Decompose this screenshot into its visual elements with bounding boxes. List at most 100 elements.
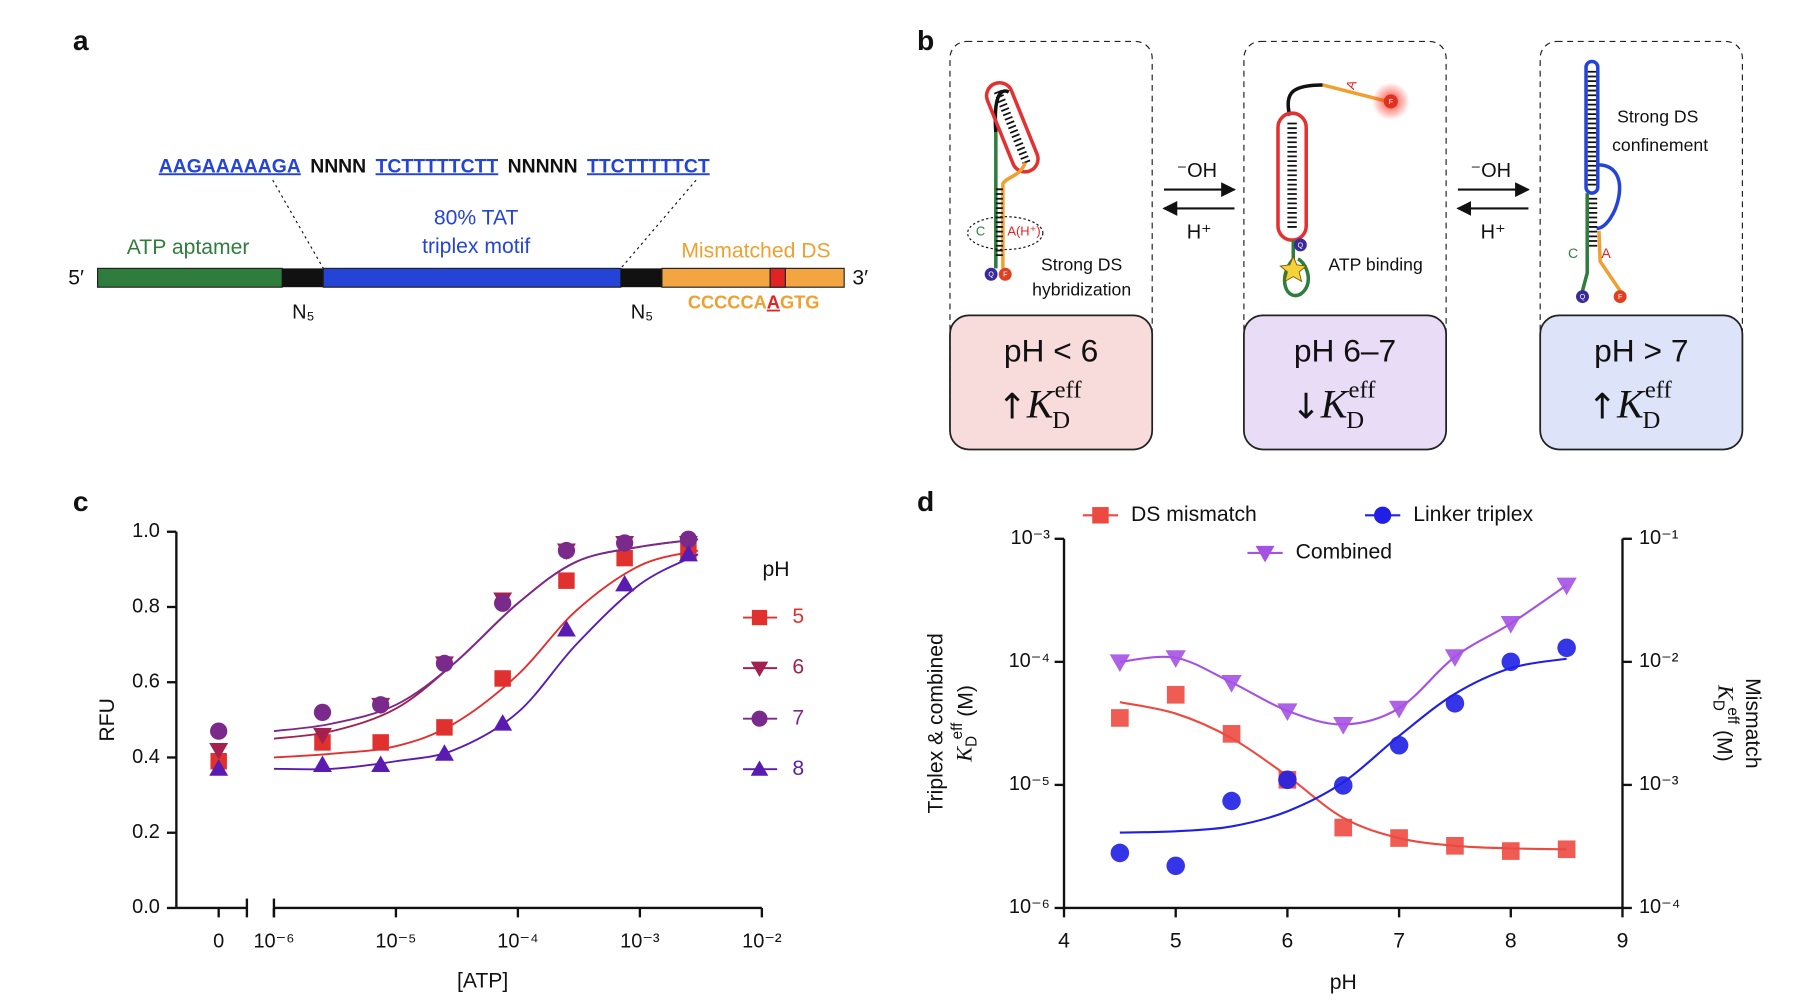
data-point — [1110, 843, 1130, 863]
x-axis-label: pH — [1330, 971, 1357, 994]
data-point — [1500, 615, 1521, 634]
base-label: C — [1568, 245, 1578, 261]
y-tick-label: 0.2 — [132, 821, 160, 843]
data-point — [313, 755, 332, 773]
data-point — [436, 719, 453, 736]
y-axis-label: RFU — [96, 698, 119, 741]
y-axis-label: Triplex & combined — [925, 633, 948, 813]
kd-arrow: ↓ — [1291, 386, 1321, 427]
kd-label: ↑K — [1587, 381, 1646, 427]
sequence-segment: AAGAAAAAGA — [159, 155, 301, 177]
data-point — [556, 620, 576, 637]
kd-label: ↓K — [1291, 381, 1350, 427]
y2-tick-label: 10⁻² — [1639, 650, 1679, 672]
data-point — [494, 670, 511, 687]
data-point — [1222, 725, 1241, 743]
three-prime: 3′ — [852, 267, 868, 290]
data-point — [678, 544, 698, 562]
base-label: C — [976, 223, 985, 238]
legend-title: pH — [762, 558, 789, 581]
data-point — [434, 744, 454, 761]
quencher — [1293, 238, 1307, 252]
data-point — [1333, 716, 1354, 735]
data-point — [210, 722, 228, 740]
fit-curve — [1119, 701, 1567, 851]
transition-label: ⁻OH — [1471, 160, 1512, 182]
y2-tick-label: 10⁻¹ — [1639, 527, 1679, 549]
kd-label: ↑K — [997, 381, 1056, 427]
data-point — [209, 759, 229, 776]
sequence: AAGAAAAAGA NNNN TCTTTTTCTT NNNNN TTCTTTTTCT — [159, 155, 710, 177]
fluorophore-label: F — [1003, 272, 1008, 279]
linker-segment — [620, 268, 662, 288]
x-tick-label: 9 — [1617, 930, 1629, 953]
aptamer-label: ATP aptamer — [127, 236, 250, 259]
kd-arrow: ↑ — [997, 386, 1027, 427]
kd-sup: eff — [1055, 376, 1083, 403]
transition-label: H⁺ — [1187, 221, 1212, 243]
data-point — [1277, 703, 1298, 721]
y-tick-label: 1.0 — [132, 520, 160, 542]
sequence-segment: TTCTTTTTCT — [587, 155, 710, 177]
data-point — [1111, 709, 1129, 727]
state-note: ATP binding — [1328, 255, 1422, 275]
kd-sub: D — [1642, 407, 1660, 434]
legend-marker — [1255, 545, 1275, 563]
data-point — [615, 534, 634, 552]
data-point — [1557, 840, 1576, 859]
construct-drawing: Q F C A Strong DS confinement — [1568, 59, 1708, 304]
x-tick-label: 10⁻⁶ — [253, 930, 294, 952]
data-point — [435, 654, 454, 673]
mismatch-segment — [661, 267, 845, 288]
mismatch-circle — [967, 216, 1044, 251]
sequence-segment: A — [767, 292, 780, 312]
y-tick-label: 0.6 — [132, 671, 160, 693]
fit-curve — [1119, 584, 1568, 726]
x-axis-label: [ATP] — [457, 970, 508, 993]
data-point — [1221, 674, 1242, 693]
y-tick-label: 10⁻⁵ — [1009, 773, 1050, 795]
x-tick-label: 5 — [1170, 930, 1182, 953]
data-point — [1333, 776, 1353, 795]
state-ph: pH > 7 — [1594, 332, 1688, 368]
data-point — [1166, 856, 1185, 876]
x-tick-label: 0 — [213, 930, 224, 952]
legend-label: Linker triplex — [1413, 503, 1533, 526]
kd-sub: D — [1052, 407, 1070, 434]
fluorophore — [1383, 94, 1398, 109]
legend-marker — [750, 661, 769, 677]
triplex-label: 80% TAT — [434, 207, 519, 230]
triplex-label: triplex motif — [422, 235, 530, 258]
zoom-line — [272, 179, 324, 269]
y2-tick-label: 10⁻⁴ — [1639, 896, 1680, 918]
linker-strand — [1286, 83, 1323, 116]
data-point — [616, 549, 633, 567]
data-point — [1557, 638, 1576, 658]
panel-label: b — [917, 24, 934, 56]
fluorophore — [1613, 290, 1627, 304]
data-point — [372, 734, 389, 751]
linker-strand — [1596, 163, 1622, 231]
base-pairs — [993, 89, 1031, 165]
state-box — [949, 314, 1154, 451]
sequence-segment: CCCCCA — [688, 292, 767, 312]
kd-symbol: K — [1616, 381, 1646, 426]
ds-strand — [1001, 161, 1027, 269]
sequence-segment: NNNNN — [508, 155, 578, 177]
state-ph: pH < 6 — [1004, 332, 1098, 368]
kd-symbol: K — [1713, 684, 1738, 701]
y2-axis-label: Mismatch — [1741, 678, 1764, 769]
data-point — [1445, 694, 1465, 713]
quencher — [1576, 290, 1589, 304]
x-tick-label: 6 — [1282, 930, 1294, 953]
data-point — [1444, 649, 1466, 667]
kd-unit: (M) — [954, 685, 977, 723]
quencher-label: Q — [988, 272, 994, 279]
data-point — [371, 755, 391, 773]
kd-symbol: K — [1320, 381, 1350, 426]
kd-sup: eff — [1645, 376, 1673, 403]
fit-curve — [273, 549, 699, 759]
state-note: Strong DS — [1617, 107, 1698, 127]
sequence-segment: TCTTTTTCTT — [376, 155, 499, 177]
